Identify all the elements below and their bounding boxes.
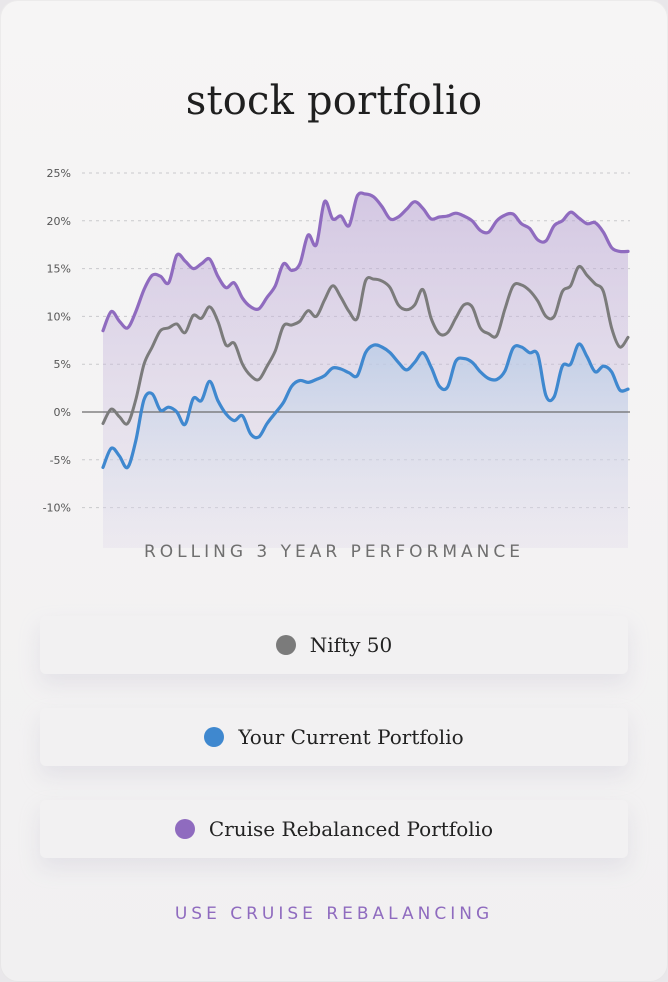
nifty-50-dot-icon — [275, 635, 296, 655]
legend-label-cruise-portfolio: Cruise Rebalanced Portfolio — [208, 817, 494, 841]
legend-label-current-portfolio: Your Current Portfolio — [238, 725, 464, 749]
performance-chart: 25% 20% 15% 10% 5% 0% -5% -10% — [43, 167, 630, 548]
current-area-fill — [103, 343, 628, 548]
legend-label-nifty-50: Nifty 50 — [309, 633, 393, 657]
use-cruise-rebalancing-link[interactable]: USE CRUISE REBALANCING — [174, 904, 494, 924]
legend-item-current-portfolio[interactable]: Your Current Portfolio — [40, 708, 628, 766]
cruise-portfolio-dot-icon — [174, 819, 195, 839]
y-tick-label-2: 15% — [47, 263, 71, 276]
y-tick-label-6: -5% — [50, 454, 71, 467]
y-tick-label-1: 20% — [47, 215, 71, 228]
series-line-cruise-rebalanced-portfolio — [101, 191, 630, 333]
y-tick-label-4: 5% — [54, 358, 71, 371]
page-title: stock portfolio — [185, 78, 483, 124]
y-tick-label-7: -10% — [43, 502, 71, 515]
y-tick-label-3: 10% — [47, 310, 71, 323]
series-line-nifty-50 — [101, 264, 630, 426]
y-tick-label-0: 25% — [47, 167, 71, 180]
legend-item-nifty-50[interactable]: Nifty 50 — [40, 616, 628, 674]
y-tick-label-5: 0% — [54, 406, 71, 419]
chart-subtitle: ROLLING 3 YEAR PERFORMANCE — [143, 542, 525, 562]
series-line-your-current-portfolio — [101, 342, 630, 470]
legend-item-cruise-portfolio[interactable]: Cruise Rebalanced Portfolio — [40, 800, 628, 858]
current-portfolio-dot-icon — [204, 727, 225, 747]
